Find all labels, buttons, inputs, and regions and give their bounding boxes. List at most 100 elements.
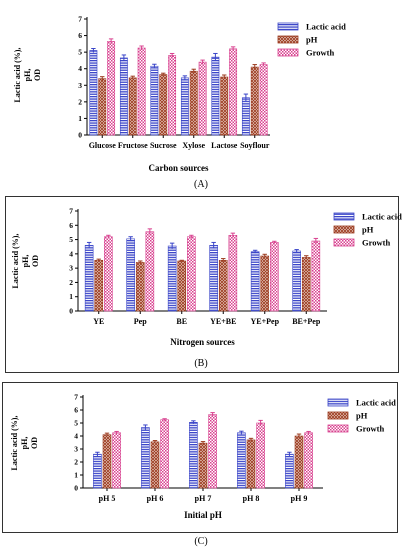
legend-label: Growth <box>306 48 334 58</box>
legend-label: Lactic acid <box>362 212 402 222</box>
bar-ph <box>159 74 168 136</box>
bar-lactic-acid <box>167 245 177 312</box>
x-tick-label: Lactose <box>211 141 238 150</box>
x-tick-label: BE+Pep <box>292 317 321 326</box>
bar-growth <box>168 55 177 136</box>
panel-frame <box>5 196 399 373</box>
legend-swatch <box>277 48 299 57</box>
x-tick-label: pH 9 <box>291 494 308 503</box>
bar-growth <box>229 48 238 136</box>
bar-lactic-acid <box>285 453 294 489</box>
legend-swatch <box>277 35 299 44</box>
bar-lactic-acid <box>89 50 98 136</box>
legend-swatch <box>327 398 349 407</box>
y-tick-label: 2 <box>69 278 73 287</box>
y-axis-label-line: Lactic acid (%), <box>13 48 22 103</box>
x-tick-label: pH 5 <box>99 494 116 503</box>
bar-lactic-acid <box>93 453 102 489</box>
panel-label: (C) <box>194 536 207 547</box>
legend-swatch <box>327 424 349 433</box>
bar-lactic-acid <box>209 244 218 312</box>
bar-lactic-acid <box>119 57 128 136</box>
y-axis-label: Lactic acid (%), pH, OD <box>13 48 42 103</box>
bar-growth <box>208 414 217 489</box>
y-axis-label-line: pH, <box>21 255 30 268</box>
y-tick-label: 3 <box>74 445 78 454</box>
legend-label: Lactic acid <box>306 22 346 32</box>
bar-growth <box>137 47 146 136</box>
y-tick-label: 7 <box>78 15 82 24</box>
bar-ph <box>250 66 259 136</box>
legend-label: pH <box>356 411 368 421</box>
legend-label: pH <box>306 35 318 45</box>
y-axis-label-line: pH, <box>20 437 29 450</box>
bar-ph <box>94 259 104 312</box>
bar-lactic-acid <box>180 77 189 136</box>
y-axis-label: Lactic acid (%), pH, OD <box>10 416 39 471</box>
y-tick-label: 7 <box>74 393 78 402</box>
y-tick-label: 0 <box>69 307 73 316</box>
y-tick-label: 4 <box>74 432 78 441</box>
y-tick-label: 4 <box>69 249 73 258</box>
y-tick-label: 0 <box>74 484 78 493</box>
y-tick-label: 6 <box>69 221 73 230</box>
bar-growth <box>256 422 265 489</box>
legend-label: Lactic acid <box>356 398 396 408</box>
bar-growth <box>270 242 279 312</box>
bar-lactic-acid <box>241 97 250 136</box>
y-axis-label-line: OD <box>30 437 39 449</box>
bar-ph <box>294 435 304 489</box>
x-axis-label: Nitrogen sources <box>170 337 235 347</box>
chart-panel-3: 0 1 2 3 4 5 6 7 Lactic acid (%), pH, OD pH 5 pH 6 pH … <box>2 382 398 533</box>
bar-ph <box>135 262 145 312</box>
y-axis-label-line: OD <box>33 69 42 81</box>
bar-ph <box>220 76 229 136</box>
bar-lactic-acid <box>126 238 135 312</box>
panel-label: (B) <box>194 358 207 369</box>
x-tick-label: Pep <box>134 317 147 326</box>
legend-swatch <box>333 225 355 234</box>
legend-label: pH <box>362 225 374 235</box>
bar-lactic-acid <box>250 251 260 312</box>
legend-swatch <box>333 238 355 247</box>
x-tick-label: Glucose <box>89 141 117 150</box>
x-tick-label: BE <box>176 317 187 326</box>
bar-ph <box>218 259 228 312</box>
y-tick-label: 3 <box>78 81 82 90</box>
x-tick-label: YE+Pep <box>250 317 279 326</box>
y-tick-label: 2 <box>74 458 78 467</box>
legend-swatch <box>327 411 349 420</box>
y-tick-label: 5 <box>69 235 73 244</box>
chart-panel-2: 0 1 2 3 4 5 6 7 Lactic acid (%), pH, OD YE Pep BE YE+B… <box>5 196 402 373</box>
x-tick-label: pH 7 <box>195 494 212 503</box>
bar-ph <box>246 439 256 489</box>
y-axis-label: Lactic acid (%), pH, OD <box>11 234 40 289</box>
x-tick-label: Xylose <box>182 141 205 150</box>
bar-ph <box>177 260 187 312</box>
y-tick-label: 0 <box>78 131 82 140</box>
bar-ph <box>260 255 270 312</box>
panel-frame <box>2 382 398 533</box>
y-tick-label: 7 <box>69 207 73 216</box>
x-tick-label: Sucrose <box>150 141 177 150</box>
bar-growth <box>304 432 313 489</box>
bar-ph <box>98 78 107 136</box>
legend-swatch <box>277 22 299 31</box>
bar-growth <box>145 231 155 312</box>
bar-ph <box>198 442 208 489</box>
bar-ph <box>128 77 137 136</box>
bar-ph <box>301 257 311 312</box>
x-tick-label: pH 8 <box>243 494 260 503</box>
bar-growth <box>311 240 321 312</box>
legend-label: Growth <box>356 424 384 434</box>
x-axis-label: Initial pH <box>184 510 222 520</box>
bar-lactic-acid <box>141 427 150 489</box>
bar-growth <box>259 64 268 136</box>
y-tick-label: 1 <box>69 292 73 301</box>
y-axis-label-line: pH, <box>23 69 32 82</box>
legend-swatch <box>333 212 355 221</box>
bar-growth <box>107 41 116 136</box>
x-tick-label: YE <box>93 317 104 326</box>
y-tick-label: 6 <box>78 31 82 40</box>
